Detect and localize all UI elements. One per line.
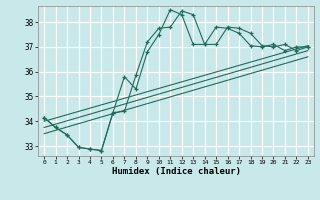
X-axis label: Humidex (Indice chaleur): Humidex (Indice chaleur) <box>111 167 241 176</box>
